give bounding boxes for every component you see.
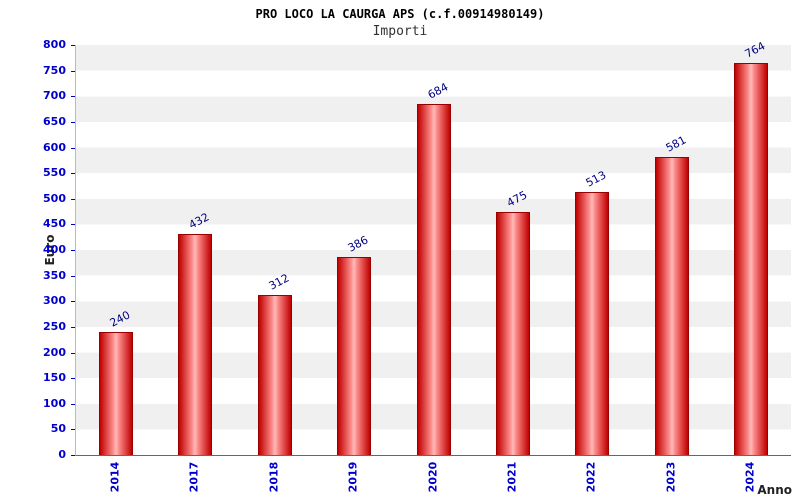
x-tick-label: 2018 [267, 461, 281, 493]
y-tick-label: 500 [43, 191, 66, 205]
y-tick-mark [71, 45, 75, 46]
bar-2024 [734, 63, 769, 455]
y-tick-mark [71, 275, 75, 277]
y-tick-label: 150 [43, 371, 66, 385]
y-tick-label: 800 [43, 38, 66, 51]
y-tick-label: 400 [43, 243, 66, 256]
y-tick-mark [71, 352, 75, 354]
x-tick-label: 2017 [187, 461, 201, 493]
y-tick-mark [71, 121, 75, 123]
x-tick-label: 2021 [505, 461, 519, 493]
y-tick-label: 100 [43, 396, 66, 410]
y-tick-label: 250 [43, 319, 66, 333]
y-tick-label: 200 [43, 345, 66, 359]
y-tick-label: 50 [50, 422, 66, 436]
y-tick-mark [71, 301, 75, 303]
x-tick-label: 2022 [584, 461, 598, 493]
y-tick-label: 750 [43, 63, 66, 77]
bar-2019 [337, 257, 372, 455]
chart-subtitle: Importi [372, 24, 428, 39]
y-tick-mark [71, 455, 75, 456]
y-tick-mark [71, 96, 75, 98]
y-tick-label: 600 [43, 140, 66, 154]
y-tick-mark [71, 250, 75, 251]
y-tick-mark [71, 378, 75, 380]
y-tick-label: 350 [43, 268, 66, 282]
y-tick-label: 300 [43, 294, 66, 308]
x-tick-label: 2024 [743, 461, 757, 493]
x-tick-label: 2014 [108, 461, 122, 493]
x-axis-title: Anno [757, 483, 792, 497]
y-tick-label: 550 [43, 166, 66, 180]
y-tick-label: 650 [43, 114, 66, 128]
y-tick-mark [71, 147, 75, 149]
y-tick-mark [71, 224, 75, 226]
plot-area [75, 45, 791, 456]
bar-2022 [575, 192, 610, 455]
bar-2014 [98, 332, 133, 455]
bar-2017 [178, 233, 213, 455]
bar-2023 [654, 157, 689, 455]
x-tick-label: 2020 [426, 461, 439, 493]
bar-2020 [416, 104, 451, 455]
y-tick-label: 450 [43, 217, 66, 231]
x-tick-label: 2023 [664, 461, 678, 493]
chart-title: PRO LOCO LA CAURGA APS (c.f.00914980149) [255, 7, 545, 21]
y-tick-label: 0 [58, 448, 66, 461]
x-tick-label: 2019 [346, 461, 360, 493]
y-tick-mark [71, 326, 75, 328]
y-tick-mark [71, 403, 75, 405]
y-tick-mark [71, 173, 75, 175]
y-tick-mark [71, 198, 75, 200]
bar-2018 [257, 295, 292, 455]
bar-2021 [495, 211, 530, 455]
y-tick-mark [71, 70, 75, 72]
y-tick-mark [71, 429, 75, 431]
y-tick-label: 700 [43, 89, 66, 103]
